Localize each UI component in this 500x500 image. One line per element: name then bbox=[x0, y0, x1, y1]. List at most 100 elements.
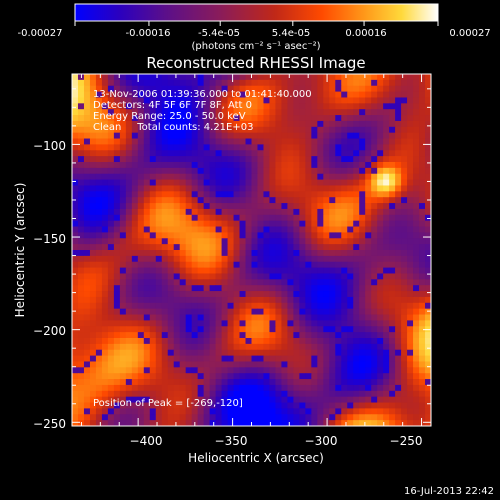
heatmap-cell bbox=[329, 120, 336, 128]
heatmap-cell bbox=[209, 338, 216, 345]
heatmap-cell bbox=[371, 420, 378, 427]
heatmap-cell bbox=[167, 185, 175, 192]
heatmap-cell bbox=[395, 332, 402, 339]
heatmap-cell bbox=[341, 109, 348, 116]
heatmap-cell bbox=[227, 214, 234, 222]
x-tick-label: −300 bbox=[305, 434, 338, 448]
heatmap-cell bbox=[329, 138, 336, 145]
heatmap-cell bbox=[353, 120, 360, 128]
heatmap-cell bbox=[233, 261, 240, 268]
heatmap-cell bbox=[143, 120, 151, 128]
heatmap-cell bbox=[215, 361, 222, 368]
heatmap-cell bbox=[335, 408, 342, 415]
heatmap-cell bbox=[221, 414, 228, 421]
heatmap-cell bbox=[83, 156, 91, 163]
heatmap-cell bbox=[323, 91, 330, 98]
heatmap-cell bbox=[161, 185, 169, 192]
heatmap-cell bbox=[407, 367, 414, 374]
heatmap-cell bbox=[311, 402, 318, 409]
heatmap-cell bbox=[299, 250, 306, 257]
heatmap-cell bbox=[203, 103, 211, 110]
heatmap-cell bbox=[185, 261, 193, 268]
heatmap-cell bbox=[287, 203, 294, 210]
heatmap-cell bbox=[107, 179, 115, 186]
heatmap-cell bbox=[149, 396, 157, 403]
heatmap-cell bbox=[125, 261, 133, 268]
heatmap-cell bbox=[395, 214, 402, 222]
heatmap-cell bbox=[359, 414, 366, 421]
heatmap-cell bbox=[401, 91, 408, 98]
heatmap-cell bbox=[287, 226, 294, 233]
heatmap-cell bbox=[365, 255, 372, 263]
heatmap-cell bbox=[335, 314, 342, 321]
heatmap-cell bbox=[395, 138, 402, 145]
heatmap-cell bbox=[263, 390, 270, 398]
heatmap-cell bbox=[305, 144, 312, 151]
heatmap-cell bbox=[251, 396, 258, 403]
heatmap-cell bbox=[317, 367, 324, 374]
heatmap-cell bbox=[305, 232, 312, 239]
heatmap-cell bbox=[269, 379, 276, 386]
heatmap-cell bbox=[257, 279, 264, 286]
heatmap-cell bbox=[191, 244, 199, 251]
heatmap-cell bbox=[107, 279, 115, 286]
heatmap-cell bbox=[191, 191, 199, 198]
heatmap-cell bbox=[263, 126, 270, 134]
heatmap-cell bbox=[365, 338, 372, 345]
heatmap-cell bbox=[365, 232, 372, 239]
heatmap-cell bbox=[131, 74, 139, 81]
heatmap-cell bbox=[161, 261, 169, 268]
heatmap-cell bbox=[419, 79, 426, 87]
heatmap-cell bbox=[89, 144, 97, 151]
heatmap-cell bbox=[167, 255, 175, 263]
heatmap-cell bbox=[72, 361, 79, 368]
heatmap-cell bbox=[323, 273, 330, 280]
heatmap-cell bbox=[293, 144, 300, 151]
heatmap-cell bbox=[227, 373, 234, 380]
heatmap-cell bbox=[281, 338, 288, 345]
heatmap-cell bbox=[179, 138, 187, 145]
heatmap-cell bbox=[383, 355, 390, 362]
heatmap-cell bbox=[179, 79, 187, 87]
heatmap-cell bbox=[323, 197, 330, 204]
heatmap-cell bbox=[353, 273, 360, 280]
heatmap-cell bbox=[311, 244, 318, 251]
heatmap-cell bbox=[413, 232, 420, 239]
heatmap-cell bbox=[425, 261, 432, 268]
heatmap-cell bbox=[383, 120, 390, 128]
heatmap-cell bbox=[245, 320, 252, 327]
heatmap-cell bbox=[419, 250, 426, 257]
heatmap-cell bbox=[107, 408, 115, 415]
heatmap-cell bbox=[209, 74, 216, 81]
heatmap-cell bbox=[395, 173, 402, 180]
heatmap-cell bbox=[233, 208, 240, 216]
heatmap-cell bbox=[113, 144, 121, 151]
heatmap-cell bbox=[167, 332, 175, 339]
heatmap-cell bbox=[119, 214, 127, 222]
heatmap-cell bbox=[83, 408, 91, 415]
heatmap-cell bbox=[407, 150, 414, 157]
heatmap-cell bbox=[191, 138, 199, 145]
heatmap-cell bbox=[143, 244, 151, 251]
heatmap-cell bbox=[155, 214, 163, 222]
heatmap-cell bbox=[377, 414, 384, 421]
heatmap-cell bbox=[371, 79, 378, 87]
heatmap-cell bbox=[227, 144, 234, 151]
heatmap-cell bbox=[335, 103, 342, 110]
heatmap-cell bbox=[215, 420, 222, 427]
heatmap-cell bbox=[191, 173, 199, 180]
heatmap-cell bbox=[143, 279, 151, 286]
heatmap-cell bbox=[227, 367, 234, 374]
heatmap-cell bbox=[149, 238, 157, 245]
heatmap-cell bbox=[239, 74, 246, 81]
heatmap-cell bbox=[293, 261, 300, 268]
heatmap-cell bbox=[173, 285, 181, 292]
heatmap-cell bbox=[275, 343, 282, 351]
heatmap-cell bbox=[155, 150, 163, 157]
heatmap-cell bbox=[275, 91, 282, 98]
heatmap-cell bbox=[203, 97, 211, 104]
heatmap-cell bbox=[197, 355, 205, 362]
heatmap-cell bbox=[251, 74, 258, 81]
heatmap-cell bbox=[275, 203, 282, 210]
heatmap-cell bbox=[293, 179, 300, 186]
